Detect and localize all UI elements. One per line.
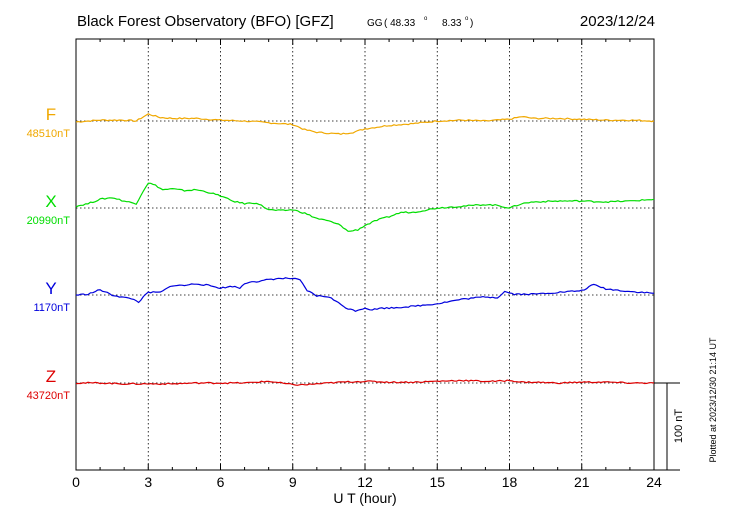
series-line-Y <box>75 277 655 312</box>
coord-lon: 8.33 <box>442 18 462 29</box>
series-baseline-label-F: 48510nT <box>27 128 71 140</box>
scale-bar-label: 100 nT <box>673 409 685 444</box>
x-axis: 0 3 6 9 12 15 18 21 24 <box>72 39 662 490</box>
series-name-X: X <box>45 192 56 211</box>
plotted-note: Plotted at 2023/12/30 21:14 UT <box>708 337 718 463</box>
series-line-X <box>75 182 655 232</box>
x-tick-label-0: 0 <box>72 474 80 490</box>
x-tick-label-9: 9 <box>289 474 297 490</box>
baselines <box>76 120 654 384</box>
x-axis-label: U T (hour) <box>333 490 396 506</box>
x-tick-label-15: 15 <box>429 474 445 490</box>
series-name-Z: Z <box>46 367 56 386</box>
coord-lat: ( 48.33 <box>384 18 416 29</box>
series-baseline-label-Z: 43720nT <box>27 390 71 402</box>
x-tick-label-18: 18 <box>502 474 518 490</box>
x-tick-label-6: 6 <box>217 474 225 490</box>
series-line-Z <box>75 379 655 386</box>
grid-lines <box>147 39 583 470</box>
coord-lon-degree: o <box>465 16 469 22</box>
series-labels: F 48510nT X 20990nT Y 1170nT Z 43720nT <box>27 105 71 402</box>
series-baseline-label-X: 20990nT <box>27 215 71 227</box>
chart-date: 2023/12/24 <box>580 13 655 30</box>
x-tick-label-3: 3 <box>144 474 152 490</box>
series-lines <box>75 113 655 386</box>
series-name-Y: Y <box>45 279 56 298</box>
x-tick-label-21: 21 <box>574 474 590 490</box>
scale-bar <box>654 382 680 471</box>
chart-title: Black Forest Observatory (BFO) [GFZ] <box>77 13 334 30</box>
series-line-F <box>75 113 655 136</box>
coord-lat-degree: o <box>424 16 428 22</box>
x-tick-label-12: 12 <box>357 474 373 490</box>
coord-prefix: GG <box>367 18 383 29</box>
coord-close: ) <box>470 18 473 29</box>
series-name-F: F <box>46 105 56 124</box>
series-baseline-label-Y: 1170nT <box>34 302 71 314</box>
x-tick-label-24: 24 <box>646 474 662 490</box>
